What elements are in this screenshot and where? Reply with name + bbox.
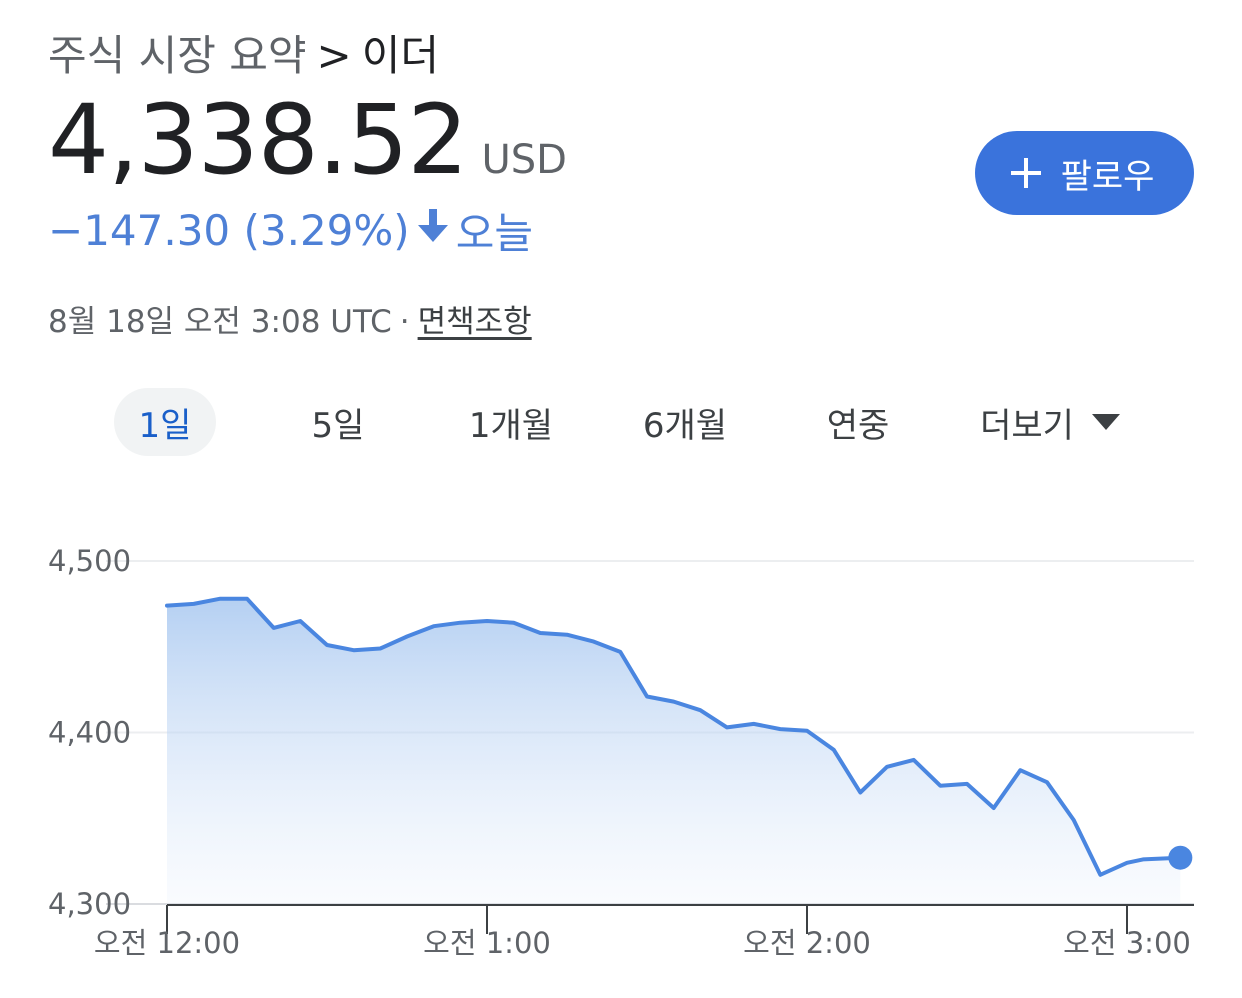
x-tick-label: 오전 12:00 — [94, 926, 240, 960]
price-change: −147.30 (3.29%) — [48, 206, 410, 255]
quote-timestamp: 8월 18일 오전 3:08 UTC — [48, 304, 392, 340]
y-tick-label: 4,500 — [48, 544, 131, 578]
breadcrumb-separator: > — [316, 31, 352, 80]
plus-icon — [1010, 158, 1041, 188]
y-tick-label: 4,300 — [48, 887, 131, 921]
disclaimer-link[interactable]: 면책조항 — [417, 304, 532, 340]
breadcrumb: 주식 시장 요약 > 이더 — [48, 22, 439, 83]
arrow-down-icon — [416, 206, 450, 255]
y-tick-label: 4,400 — [48, 716, 131, 750]
breadcrumb-current: 이더 — [361, 31, 440, 80]
price-change-row: −147.30 (3.29%) 오늘 — [48, 200, 533, 261]
follow-button[interactable]: 팔로우 — [975, 131, 1194, 215]
x-tick-label: 오전 2:00 — [743, 926, 871, 960]
change-period: 오늘 — [455, 209, 533, 258]
tab-ytd[interactable]: 연중 — [826, 405, 890, 446]
tab-5d[interactable]: 5일 — [311, 405, 365, 446]
current-price: 4,338.52 — [48, 84, 468, 196]
x-axis-ticks: 오전 12:00 오전 1:00 오전 2:00 오전 3:00 — [94, 905, 1191, 960]
y-axis-labels: 4,500 4,400 4,300 — [48, 544, 131, 921]
price-area — [167, 598, 1181, 904]
timestamp-row: 8월 18일 오전 3:08 UTC · 면책조항 — [48, 296, 532, 341]
tab-more[interactable]: 더보기 — [960, 388, 1140, 456]
breadcrumb-parent-link[interactable]: 주식 시장 요약 — [48, 31, 307, 80]
tab-more-label: 더보기 — [980, 405, 1074, 446]
follow-button-label: 팔로우 — [1060, 156, 1155, 197]
currency-label: USD — [481, 137, 567, 183]
tab-1d[interactable]: 1일 — [114, 388, 216, 456]
tab-1m[interactable]: 1개월 — [468, 405, 554, 446]
x-tick-label: 오전 3:00 — [1063, 926, 1191, 960]
price-row: 4,338.52 USD — [48, 84, 567, 196]
caret-down-icon — [1091, 414, 1120, 430]
timestamp-separator: · — [399, 304, 410, 340]
x-tick-label: 오전 1:00 — [423, 926, 551, 960]
last-price-dot[interactable] — [1168, 845, 1193, 870]
price-line — [165, 596, 1183, 877]
tab-6m[interactable]: 6개월 — [642, 405, 728, 446]
range-tabs: 1일 5일 1개월 6개월 연중 더보기 — [0, 380, 1242, 464]
